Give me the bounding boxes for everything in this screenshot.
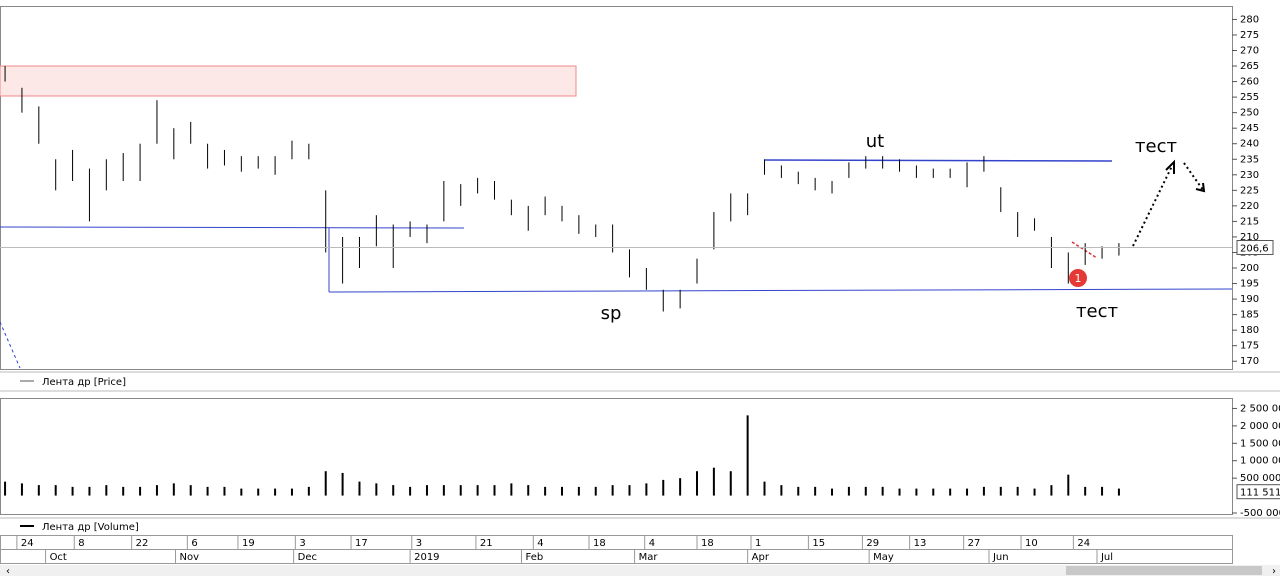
y-tick-label: 240: [1240, 139, 1259, 150]
y-tick-label: 1 500 000: [1240, 438, 1280, 449]
x-tick-label: 2019: [414, 552, 439, 563]
x-tick-label: Mar: [639, 552, 659, 563]
last-price-box: [1236, 240, 1274, 256]
y-tick-label: 1 000 000: [1240, 456, 1280, 467]
y-tick-label: 225: [1240, 185, 1259, 196]
y-tick-label: 270: [1240, 46, 1259, 57]
x-tick-label: Feb: [525, 552, 543, 563]
y-tick-label: 195: [1240, 279, 1259, 290]
volume-panel: [0, 398, 1233, 515]
y-tick-label: 180: [1240, 325, 1259, 336]
y-tick-label: 185: [1240, 310, 1259, 321]
y-tick-label: 200: [1240, 263, 1259, 274]
annotation: sp: [601, 303, 622, 324]
y-tick-label: 275: [1240, 30, 1259, 41]
y-tick-label: 255: [1240, 92, 1259, 103]
y-tick-label: 235: [1240, 154, 1259, 165]
x-tick-label: 17: [355, 538, 368, 549]
last-price-label: 206,6: [1240, 244, 1269, 255]
x-tick-label: 21: [480, 538, 493, 549]
scroll-left[interactable]: ‹: [6, 566, 10, 577]
level-line: [328, 288, 1233, 293]
last-value-label: 111 511: [1240, 488, 1280, 499]
annotation: тест: [1135, 136, 1177, 157]
arrow-head: [1195, 182, 1206, 193]
y-tick-label: 230: [1240, 170, 1259, 181]
level-line: [0, 226, 465, 229]
y-tick-label: 220: [1240, 201, 1259, 212]
badge: [1069, 269, 1087, 287]
x-tick-label: 3: [416, 538, 422, 549]
y-tick-label: -500 000: [1240, 508, 1280, 519]
x-tick-label: 18: [593, 538, 606, 549]
trend-line: [0, 321, 21, 369]
y-tick-label: 280: [1240, 14, 1259, 25]
x-tick-label: Jul: [1100, 552, 1113, 563]
y-tick-label: 170: [1240, 356, 1259, 367]
x-tick-label: 29: [866, 538, 879, 549]
x-tick-label: 4: [649, 538, 655, 549]
x-tick-label: 8: [78, 538, 84, 549]
y-tick-label: 175: [1240, 341, 1259, 352]
y-tick-label: 190: [1240, 294, 1259, 305]
arrow-head: [1165, 159, 1175, 174]
y-tick-label: 210: [1240, 232, 1259, 243]
y-tick-label: 215: [1240, 216, 1259, 227]
x-tick-label: Dec: [298, 552, 317, 563]
x-tick-label: May: [873, 552, 894, 563]
badge-label: 1: [1075, 272, 1082, 285]
x-tick-label: 24: [21, 538, 34, 549]
scrollbar[interactable]: [0, 565, 1280, 576]
y-tick-label: 265: [1240, 61, 1259, 72]
x-tick-label: 22: [136, 538, 149, 549]
x-tick-label: 15: [812, 538, 825, 549]
x-tick-label: 19: [242, 538, 255, 549]
x-tick-label: 13: [914, 538, 927, 549]
price-panel: [0, 6, 1233, 370]
y-tick-label: 245: [1240, 123, 1259, 134]
x-tick-label: Jun: [992, 552, 1009, 563]
legend-label: Лента др [Volume]: [42, 522, 139, 533]
x-tick-label: 18: [701, 538, 714, 549]
annotation: ut: [866, 131, 884, 152]
x-tick-label: 6: [191, 538, 197, 549]
x-tick-label: 10: [1025, 538, 1038, 549]
last-value-box: [1236, 484, 1280, 500]
x-tick-label: Oct: [50, 552, 67, 563]
scroll-right[interactable]: ›: [1272, 566, 1276, 577]
x-tick-label: 24: [1077, 538, 1090, 549]
y-tick-label: 2 500 000: [1240, 403, 1280, 414]
y-tick-label: 500 000: [1240, 473, 1280, 484]
x-tick-label: 27: [968, 538, 981, 549]
y-tick-label: 260: [1240, 77, 1259, 88]
annotation: тест: [1076, 301, 1118, 322]
x-tick-label: Apr: [752, 552, 770, 563]
y-tick-label: 2 000 000: [1240, 421, 1280, 432]
level-line: [764, 159, 1113, 162]
legend-label: Лента др [Price]: [42, 377, 126, 388]
x-tick-label: 1: [755, 538, 761, 549]
x-tick-label: 3: [299, 538, 305, 549]
scrollbar-thumb[interactable]: [1066, 566, 1262, 575]
y-tick-label: 250: [1240, 108, 1259, 119]
x-tick-label: 4: [537, 538, 543, 549]
x-tick-label: Nov: [180, 552, 200, 563]
zone-box: [0, 65, 577, 97]
arrow: [1183, 162, 1204, 191]
